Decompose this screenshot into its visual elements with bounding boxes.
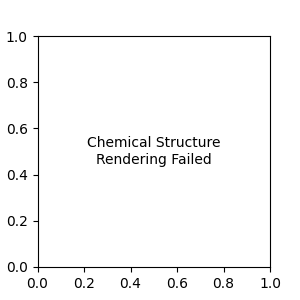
Text: Chemical Structure
Rendering Failed: Chemical Structure Rendering Failed xyxy=(87,136,220,166)
